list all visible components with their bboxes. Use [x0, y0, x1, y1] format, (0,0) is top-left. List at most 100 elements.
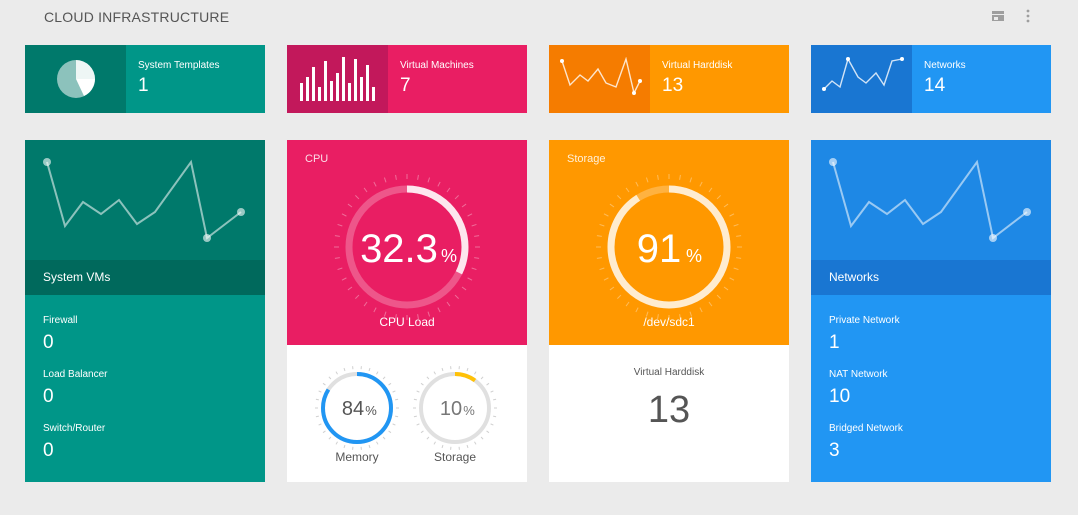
storage-title: Storage [567, 153, 606, 165]
gauge-tick [395, 398, 399, 401]
system-vms-card: System VMs Firewall 0 Load Balancer 0 Sw… [25, 140, 265, 482]
gauge-tick [441, 367, 444, 372]
stat-virtual-harddisk[interactable]: Virtual Harddisk 13 [549, 45, 789, 113]
gauge-tick [426, 436, 430, 440]
gauge-tick [474, 441, 477, 445]
gauge-tick [689, 177, 693, 183]
gauge-tick [368, 444, 371, 449]
gauge-tick [347, 203, 353, 208]
gauge-tick [474, 371, 477, 375]
storage-sub-label: Storage [434, 450, 476, 464]
store-icon[interactable] [990, 8, 1008, 26]
networks-card: Networks Private Network 1 NAT Network 1… [811, 140, 1051, 482]
storage-value: 91 [637, 227, 682, 271]
storage-caption: /dev/sdc1 [643, 315, 695, 329]
gauge-tick [708, 187, 713, 193]
list-item: Load Balancer 0 [43, 369, 265, 423]
gauge-tick [335, 371, 338, 375]
cpu-gauge: 32.3 % [334, 174, 480, 320]
gauge-tick [733, 223, 739, 227]
sub-gauges: 84 % Memory 10 % Storage [315, 366, 497, 464]
gauge-tick [467, 213, 473, 217]
gauge-tick [609, 203, 615, 208]
gauge-tick [471, 267, 477, 271]
gauge-tick [395, 174, 397, 180]
item-label: NAT Network [829, 369, 888, 380]
gauge-tick [480, 376, 484, 380]
virtual-harddisk-label: Virtual Harddisk [633, 367, 705, 378]
storage-sub: Virtual Harddisk 13 [549, 345, 789, 482]
memory-unit: % [365, 403, 377, 418]
item-label: Load Balancer [43, 369, 108, 380]
cpu-subgauges: 84 % Memory 10 % Storage [287, 345, 527, 482]
gauge-tick [596, 235, 602, 237]
pie-chart-icon [25, 45, 126, 113]
storage-gauge-arc [419, 372, 491, 444]
gauge-tick [395, 314, 397, 320]
gauge-tick [657, 174, 659, 180]
item-label: Switch/Router [43, 423, 106, 434]
cpu-card: CPU 32.3 % CPU Load 84 % Memory 10 % Sto… [287, 140, 527, 482]
storage-gauge: 91 % [596, 174, 742, 320]
gauge-tick [493, 398, 497, 401]
gauge-tick [420, 430, 424, 434]
cpu-value: 32.3 [360, 227, 438, 271]
stat-value: 13 [662, 75, 684, 96]
gauge-tick [376, 441, 379, 445]
gauge-tick [461, 203, 467, 208]
gauge-tick [328, 436, 332, 440]
gauge-tick [657, 314, 659, 320]
gauge-tick [413, 415, 417, 418]
gauge-tick [315, 415, 319, 418]
gauge-tick [635, 181, 639, 187]
gauge-tick [596, 257, 602, 259]
gauge-tick [437, 181, 441, 187]
gauge-tick [635, 307, 639, 313]
stat-system-templates[interactable]: System Templates 1 [25, 45, 265, 113]
line-chart-icon [549, 45, 650, 113]
memory-value: 84 [342, 398, 364, 420]
virtual-harddisk-value: 13 [647, 389, 691, 431]
stat-value: 1 [138, 75, 149, 96]
gauge-tick [679, 314, 681, 320]
gauge-tick [599, 223, 605, 227]
list-item: Bridged Network 3 [829, 423, 1051, 477]
cpu-gauge-arc [345, 185, 469, 309]
storage-unit: % [686, 246, 702, 266]
system-vms-list: Firewall 0 Load Balancer 0 Switch/Router… [25, 295, 265, 477]
gauge-tick [466, 444, 469, 449]
stat-value: 14 [924, 75, 946, 96]
item-value: 0 [43, 440, 54, 461]
gauge-tick [427, 311, 431, 317]
item-value: 3 [829, 440, 840, 461]
gauge-tick [433, 441, 436, 445]
stat-label: System Templates [138, 60, 220, 71]
gauge-tick [467, 277, 473, 281]
networks-title: Networks [811, 260, 1051, 295]
gauge-tick [315, 398, 319, 401]
gauge-tick [474, 257, 480, 259]
more-vert-icon[interactable] [1020, 8, 1038, 26]
cpu-caption: CPU Load [379, 315, 435, 329]
stat-networks[interactable]: Networks 14 [811, 45, 1051, 113]
list-item: Private Network 1 [829, 315, 1051, 369]
gauge-tick [729, 213, 735, 217]
storage-sub-value: 10 [440, 398, 462, 420]
storage-card: Storage 91 % /dev/sdc1 Virtual Harddisk … [549, 140, 789, 482]
line-chart-icon [811, 45, 912, 113]
networks-sparkline [811, 140, 1051, 260]
gauge-tick [437, 307, 441, 313]
top-bar: CLOUD INFRASTRUCTURE [0, 0, 1078, 34]
gauge-tick [454, 195, 459, 200]
gauge-tick [699, 307, 703, 313]
gauge-tick [603, 213, 609, 217]
gauge-tick [645, 177, 649, 183]
gauge-tick [625, 301, 630, 307]
networks-list: Private Network 1 NAT Network 10 Bridged… [811, 295, 1051, 477]
system-vms-sparkline [25, 140, 265, 260]
item-value: 0 [43, 332, 54, 353]
item-label: Firewall [43, 315, 78, 326]
gauge-tick [716, 195, 721, 200]
stat-virtual-machines[interactable]: Virtual Machines 7 [287, 45, 527, 113]
memory-label: Memory [335, 450, 378, 464]
